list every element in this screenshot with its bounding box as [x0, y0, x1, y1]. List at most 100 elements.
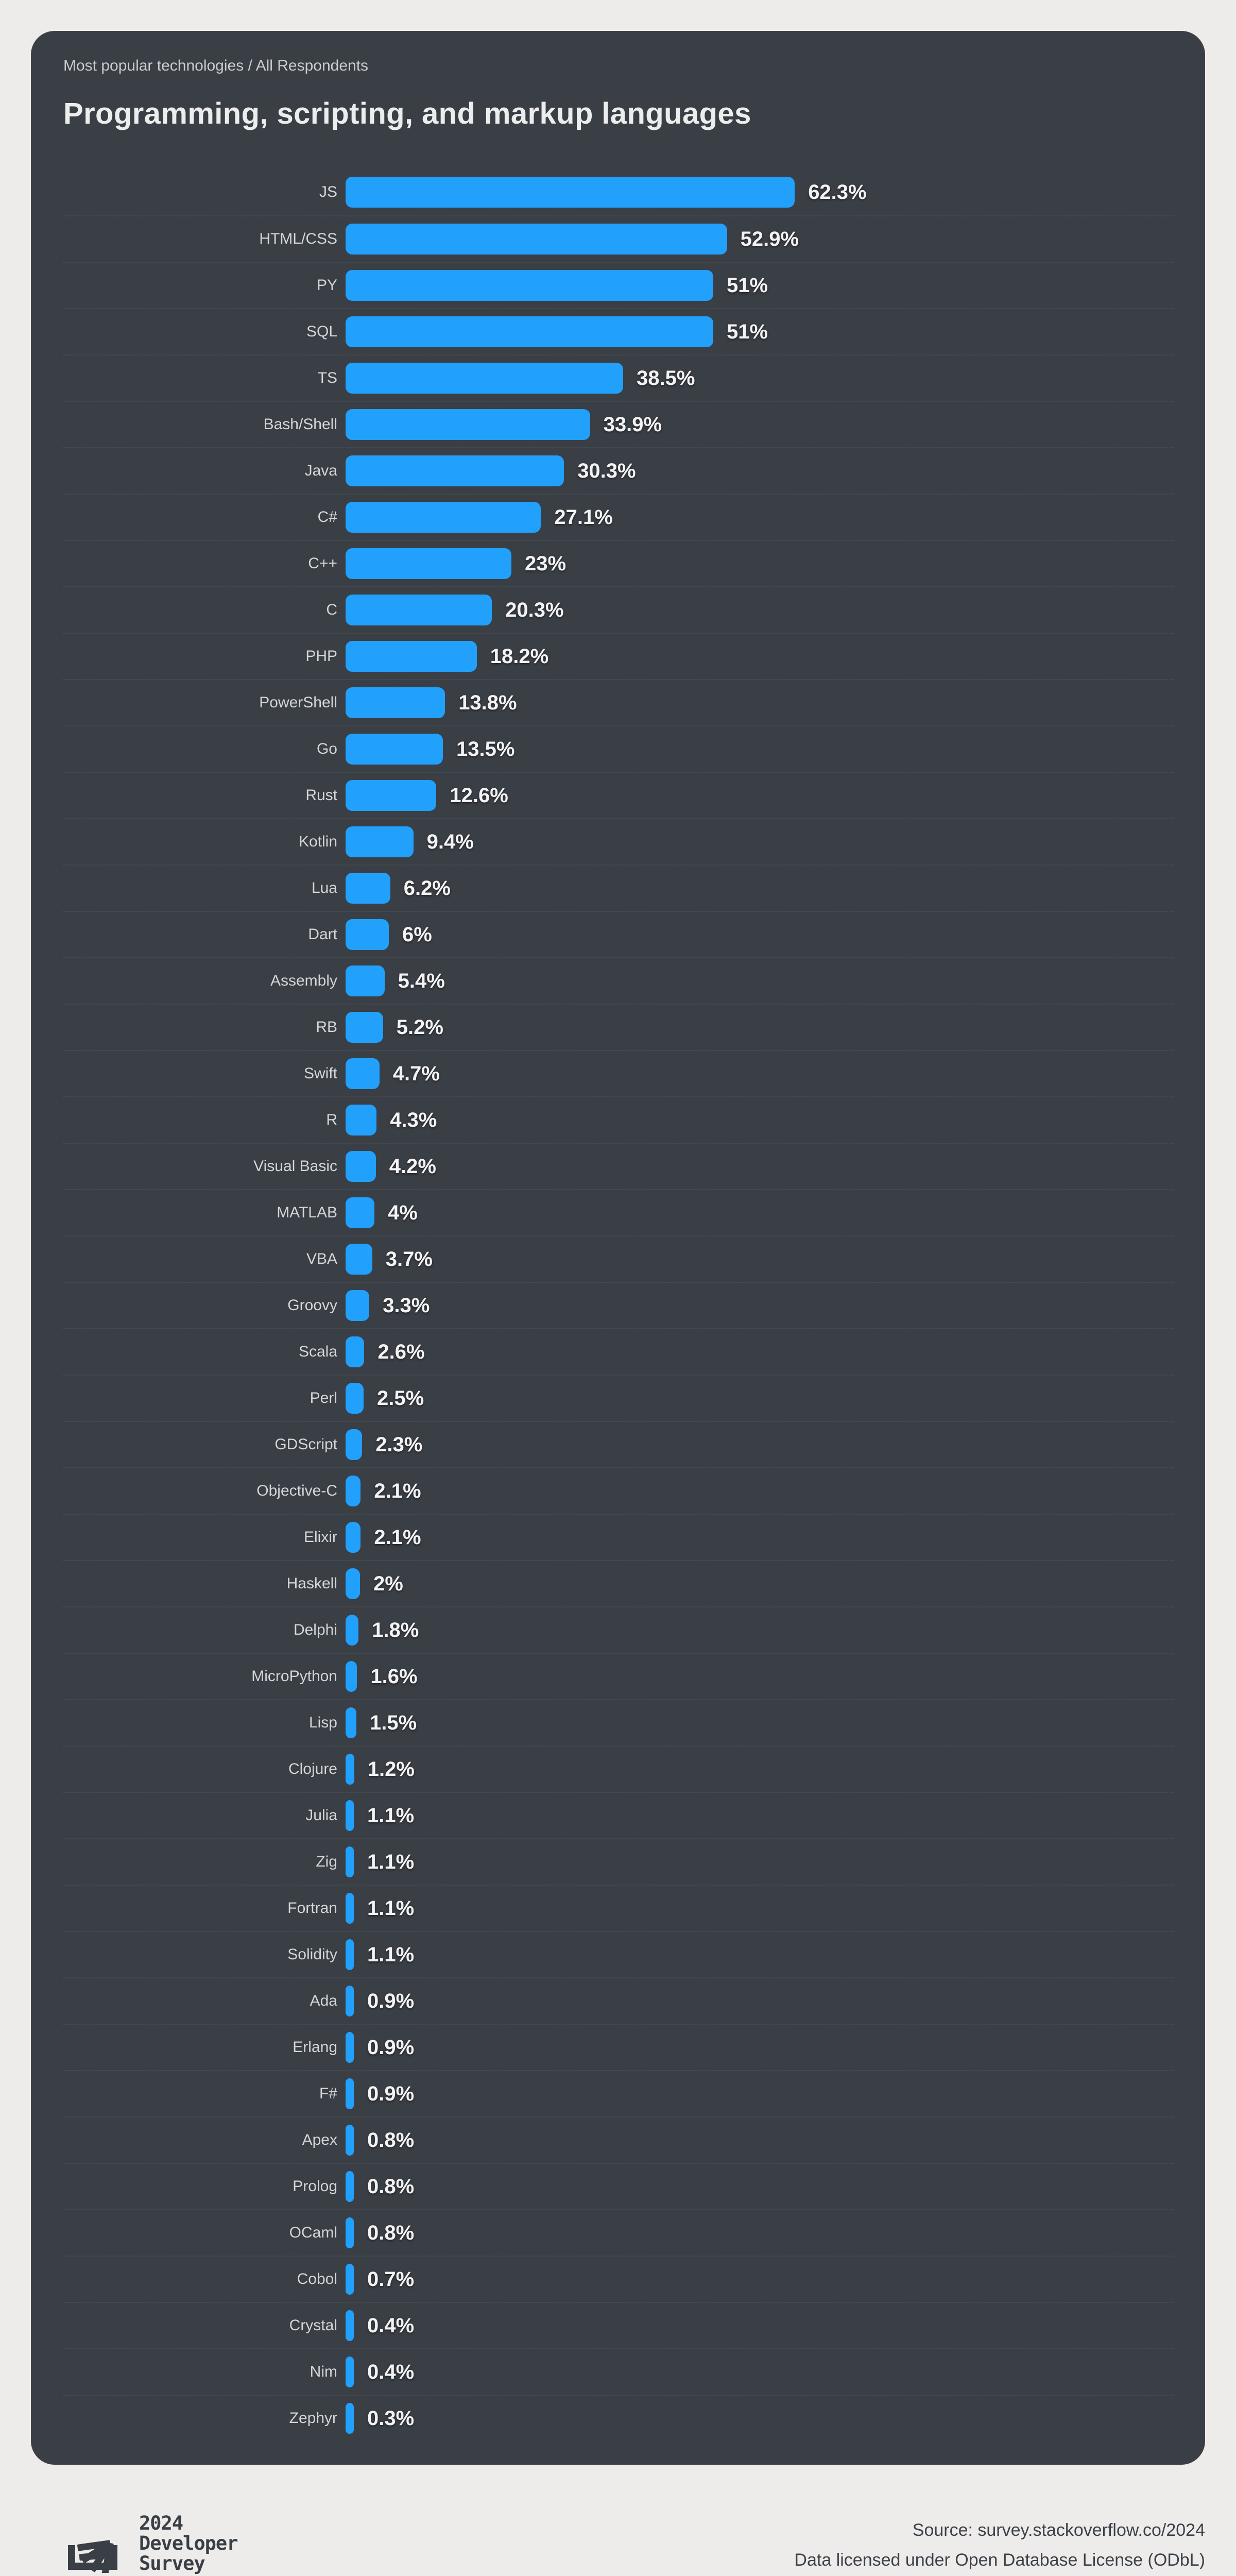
- row-label: PY: [316, 277, 337, 294]
- table-row: Lua 6.2%: [63, 865, 1174, 911]
- value-label: 27.1%: [554, 505, 613, 529]
- bar: [346, 1986, 354, 2016]
- bar: [346, 548, 511, 579]
- bar: [346, 1800, 354, 1831]
- row-label: Objective-C: [256, 1482, 337, 1499]
- table-row: Apex 0.8%: [63, 2116, 1174, 2163]
- table-row: VBA 3.7%: [63, 1235, 1174, 1282]
- bar: [346, 2264, 354, 2295]
- bar: [346, 1383, 364, 1414]
- bar: [346, 780, 437, 811]
- value-label: 0.7%: [367, 2267, 415, 2291]
- value-label: 0.8%: [367, 2175, 415, 2198]
- table-row: Cobol 0.7%: [63, 2256, 1174, 2302]
- bar: [346, 1939, 354, 1970]
- row-label: GDScript: [274, 1436, 337, 1453]
- row-label: RB: [316, 1019, 337, 1036]
- table-row: Nim 0.4%: [63, 2348, 1174, 2395]
- bar: [346, 2125, 354, 2156]
- table-row: Scala 2.6%: [63, 1328, 1174, 1375]
- row-label: Perl: [310, 1389, 337, 1406]
- bar: [346, 2032, 354, 2063]
- value-label: 30.3%: [577, 459, 636, 482]
- row-label: Groovy: [287, 1297, 337, 1314]
- table-row: MicroPython 1.6%: [63, 1653, 1174, 1699]
- value-label: 1.5%: [370, 1711, 417, 1734]
- bar: [346, 1754, 354, 1785]
- table-row: Assembly 5.4%: [63, 957, 1174, 1004]
- table-row: Zephyr 0.3%: [63, 2395, 1174, 2441]
- row-label: JS: [319, 183, 337, 200]
- value-label: 62.3%: [808, 180, 867, 204]
- bar: [346, 1336, 365, 1367]
- table-row: Delphi 1.8%: [63, 1606, 1174, 1653]
- table-row: Lisp 1.5%: [63, 1699, 1174, 1745]
- value-label: 4.3%: [390, 1108, 437, 1131]
- breadcrumb: Most popular technologies / All Responde…: [63, 57, 369, 74]
- row-label: Scala: [298, 1343, 337, 1360]
- value-label: 6%: [402, 923, 432, 946]
- row-label: Prolog: [293, 2178, 337, 2195]
- table-row: SQL 51%: [63, 308, 1174, 354]
- value-label: 4%: [388, 1201, 418, 1224]
- table-row: HTML/CSS 52.9%: [63, 215, 1174, 262]
- bar: [346, 1151, 376, 1182]
- bar: [346, 2403, 354, 2434]
- value-label: 51%: [727, 320, 768, 343]
- row-label: Julia: [305, 1807, 337, 1824]
- survey-logo: 2024 Developer Survey: [62, 2503, 238, 2573]
- table-row: Crystal 0.4%: [63, 2302, 1174, 2348]
- value-label: 4.2%: [389, 1155, 436, 1178]
- bar: [346, 2171, 354, 2202]
- bar: [346, 2078, 354, 2109]
- row-label: MicroPython: [251, 1668, 337, 1685]
- row-label: Go: [316, 740, 337, 757]
- row-label: Delphi: [293, 1621, 337, 1638]
- bar: [346, 965, 385, 996]
- value-label: 12.6%: [450, 784, 508, 807]
- value-label: 2.3%: [375, 1433, 423, 1456]
- row-label: Haskell: [286, 1575, 337, 1592]
- value-label: 0.9%: [367, 2082, 415, 2105]
- row-label: Fortran: [287, 1900, 337, 1917]
- value-label: 38.5%: [637, 366, 695, 389]
- table-row: JS 62.3%: [63, 169, 1174, 215]
- row-label: Zephyr: [289, 2410, 337, 2427]
- row-label: Nim: [310, 2363, 337, 2380]
- chart-card: Most popular technologies / All Responde…: [31, 31, 1205, 2465]
- value-label: 6.2%: [403, 876, 451, 900]
- value-label: 13.8%: [458, 691, 517, 714]
- value-label: 2.1%: [374, 1479, 421, 1502]
- table-row: Ada 0.9%: [63, 1977, 1174, 2024]
- bar: [346, 2357, 354, 2387]
- table-row: Visual Basic 4.2%: [63, 1143, 1174, 1189]
- value-label: 51%: [727, 274, 768, 297]
- table-row: R 4.3%: [63, 1096, 1174, 1143]
- bar: [346, 687, 445, 718]
- bar: [346, 734, 443, 765]
- value-label: 52.9%: [740, 227, 799, 250]
- row-label: VBA: [306, 1250, 337, 1267]
- row-label: Dart: [308, 926, 337, 943]
- row-label: TS: [317, 369, 337, 386]
- value-label: 1.1%: [367, 1896, 415, 1920]
- value-label: 13.5%: [456, 737, 515, 760]
- table-row: OCaml 0.8%: [63, 2209, 1174, 2256]
- value-label: 0.9%: [367, 1989, 415, 2012]
- table-row: Dart 6%: [63, 911, 1174, 957]
- row-label: R: [326, 1111, 337, 1128]
- bar: [346, 2310, 354, 2341]
- table-row: C++ 23%: [63, 540, 1174, 586]
- value-label: 3.3%: [383, 1294, 430, 1317]
- row-label: Apex: [302, 2131, 337, 2148]
- value-label: 0.4%: [367, 2314, 415, 2337]
- bar: [346, 1846, 354, 1877]
- row-label: C++: [308, 555, 337, 572]
- bar: [346, 409, 590, 440]
- table-row: C 20.3%: [63, 586, 1174, 633]
- row-label: Swift: [303, 1065, 337, 1082]
- table-row: C# 27.1%: [63, 494, 1174, 540]
- row-label: Visual Basic: [253, 1158, 337, 1175]
- table-row: Bash/Shell 33.9%: [63, 401, 1174, 447]
- table-row: Fortran 1.1%: [63, 1885, 1174, 1931]
